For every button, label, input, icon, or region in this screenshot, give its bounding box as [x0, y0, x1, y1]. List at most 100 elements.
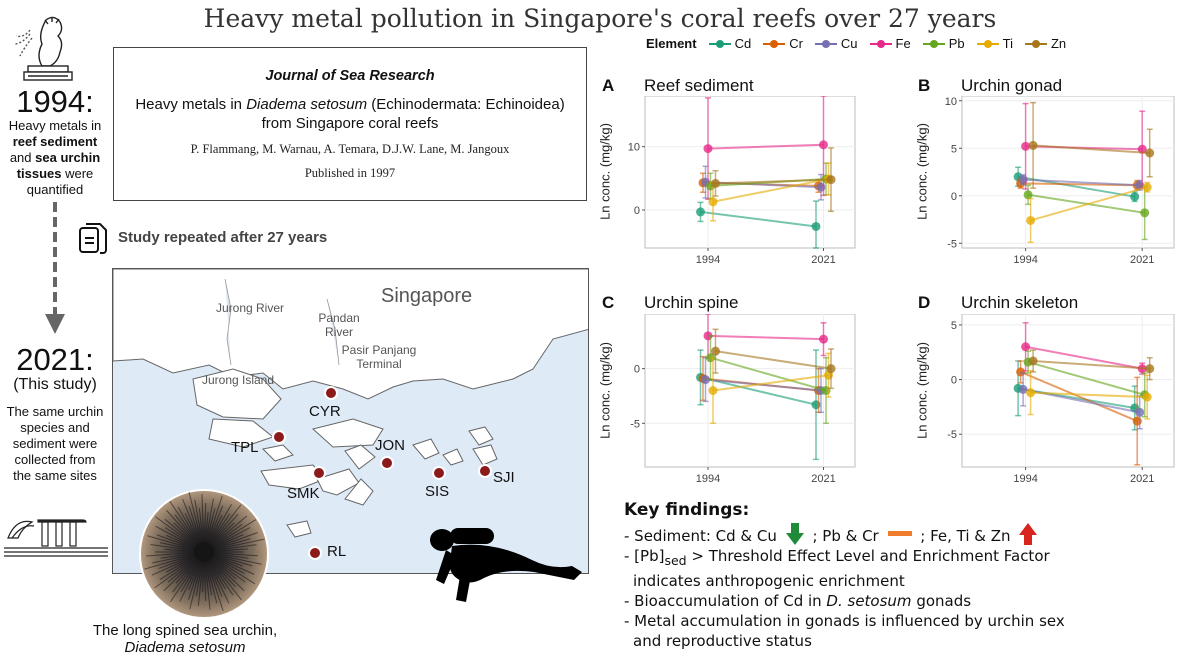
finding-gonads: - Metal accumulation in gonads is influe… — [624, 612, 1065, 630]
map-label-jurong-river: Jurong River — [215, 301, 285, 315]
site-cyr-marker — [324, 386, 338, 400]
panel-a-point-cd — [811, 221, 821, 231]
panel-d-ylabel: Ln conc. (mg/kg) — [914, 341, 930, 439]
legend-item-fe: Fe — [869, 36, 911, 51]
site-sis-marker — [432, 466, 446, 480]
panel-d-ytick-label: 0 — [951, 375, 957, 387]
legend-label-cd: Cd — [734, 36, 752, 51]
legend-item-cr: Cr — [763, 36, 803, 51]
panel-d-line-zn — [1033, 359, 1150, 370]
panel-c-point-zn — [711, 346, 720, 356]
legend-item-pb: Pb — [922, 36, 965, 51]
map-graphic — [113, 269, 588, 560]
panel-b-plot-area — [961, 96, 1175, 249]
panel-d-point-ti — [1026, 388, 1036, 398]
panel-d-title: Urchin skeleton — [961, 293, 1079, 312]
panel-d-point-zn — [1145, 364, 1155, 374]
panel-c-xtick-label: 2021 — [811, 473, 835, 485]
panel-a-letter: A — [602, 76, 615, 95]
panel-b-point-ti — [1026, 215, 1036, 225]
map-label-jurong-island: Jurong Island — [201, 373, 275, 387]
legend-label-pb: Pb — [948, 36, 965, 51]
panel-a-point-cd — [696, 207, 705, 217]
panel-d-xtick-label: 2021 — [1130, 473, 1154, 485]
panel-b-xtick-label: 2021 — [1130, 254, 1154, 266]
map-country-label: Singapore — [381, 285, 473, 307]
panel-a-line-cd — [700, 210, 817, 228]
panel-b-letter: B — [918, 76, 931, 95]
panel-d-xtick-label: 1994 — [1013, 473, 1037, 485]
panel-a-line-fe — [707, 143, 824, 150]
panel-b-point-fe — [1021, 141, 1031, 151]
panel-b-line-ti — [1030, 186, 1148, 222]
panel-c-chart: -5 0 1994 2021 — [630, 314, 856, 485]
finding-pb-cont: indicates anthropogenic enrichment — [633, 572, 905, 590]
panel-b-ytick-label: -5 — [947, 238, 957, 250]
panel-c-line-cu — [705, 378, 822, 392]
legend-item-cu: Cu — [814, 36, 858, 51]
map-label-pasir-panjang: Pasir Panjang Terminal — [341, 343, 417, 371]
key-findings: Key findings: - Sediment: Cd & Cu ; Pb &… — [624, 500, 1194, 651]
marina-skyline-icon — [4, 519, 108, 557]
legend-label-ti: Ti — [1002, 36, 1013, 51]
panel-d-point-cu — [1018, 384, 1028, 394]
panel-a-point-ti — [708, 197, 718, 207]
panel-c-line-ti — [712, 374, 829, 392]
legend-swatch-cu — [814, 39, 837, 48]
legend-swatch-cd — [708, 39, 731, 48]
panel-a-plot-area — [644, 96, 856, 249]
site-smk-marker — [312, 466, 326, 480]
panel-b-xtick-label: 1994 — [1013, 254, 1037, 266]
site-rl-marker — [308, 546, 322, 560]
panel-b-chart: -5 0 5 10 1994 2021 — [945, 96, 1175, 266]
timeline-arrow — [45, 202, 65, 334]
site-label-jon: JON — [375, 437, 405, 454]
panel-d-line-ti — [1030, 391, 1148, 399]
panel-c-ytick-label: 0 — [634, 364, 640, 376]
panel-b-point-zn — [1145, 148, 1155, 158]
article-authors: P. Flammang, M. Warnau, A. Temara, D.J.W… — [190, 142, 510, 156]
legend-swatch-ti — [976, 39, 999, 48]
panel-c-point-fe — [819, 334, 828, 344]
panel-c-line-pb — [710, 356, 827, 392]
panel-b-ytick-label: 0 — [951, 191, 957, 203]
urchin-caption: The long spined sea urchin, Diadema seto… — [92, 622, 278, 656]
sea-urchin-photo — [139, 489, 269, 619]
article-published: Published in 1997 — [304, 166, 396, 180]
finding-pb: - [Pb]sed > Threshold Effect Level and E… — [624, 547, 1050, 568]
panel-c-title: Urchin spine — [644, 293, 739, 312]
legend-label-cr: Cr — [789, 36, 803, 51]
panel-a-point-zn — [711, 178, 720, 188]
site-label-tpl: TPL — [231, 439, 259, 456]
merlion-icon — [13, 16, 73, 81]
panel-a-title: Reef sediment — [644, 76, 754, 95]
site-label-smk: SMK — [287, 485, 320, 502]
panel-c-line-fe — [707, 334, 824, 341]
site-jon-marker — [380, 456, 394, 470]
site-label-rl: RL — [327, 543, 347, 560]
desc-2021: The same urchin species and sediment wer… — [6, 404, 104, 483]
desc-1994: Heavy metals in reef sediment and sea ur… — [8, 118, 102, 197]
this-study-label: (This study) — [13, 376, 97, 393]
legend-item-zn: Zn — [1024, 36, 1066, 51]
no-change-icon — [887, 531, 912, 536]
panel-c-line-cd — [700, 376, 817, 406]
panel-c-ytick-label: -5 — [630, 418, 640, 430]
panel-d-line-cr — [1020, 371, 1138, 423]
panel-c-ylabel: Ln conc. (mg/kg) — [597, 341, 613, 439]
site-tpl-marker — [272, 430, 286, 444]
year-2021: 2021: — [16, 342, 94, 377]
element-legend: Element Cd Cr Cu Fe Pb Ti Zn — [646, 36, 1078, 51]
panel-a-xtick-label: 1994 — [696, 254, 720, 266]
document-icon — [79, 223, 107, 254]
site-label-sji: SJI — [493, 469, 515, 486]
study-repeated-label: Study repeated after 27 years — [118, 229, 328, 246]
panel-a-line-ti — [712, 177, 829, 203]
panel-c-point-cu — [701, 375, 710, 385]
legend-swatch-zn — [1024, 39, 1047, 48]
site-label-cyr: CYR — [309, 403, 341, 420]
panel-d-ytick-label: 5 — [951, 320, 957, 332]
journal-citation-box: Journal of Sea Research Heavy metals in … — [113, 47, 587, 201]
panel-d-plot-area — [961, 314, 1175, 468]
legend-swatch-pb — [922, 39, 945, 48]
